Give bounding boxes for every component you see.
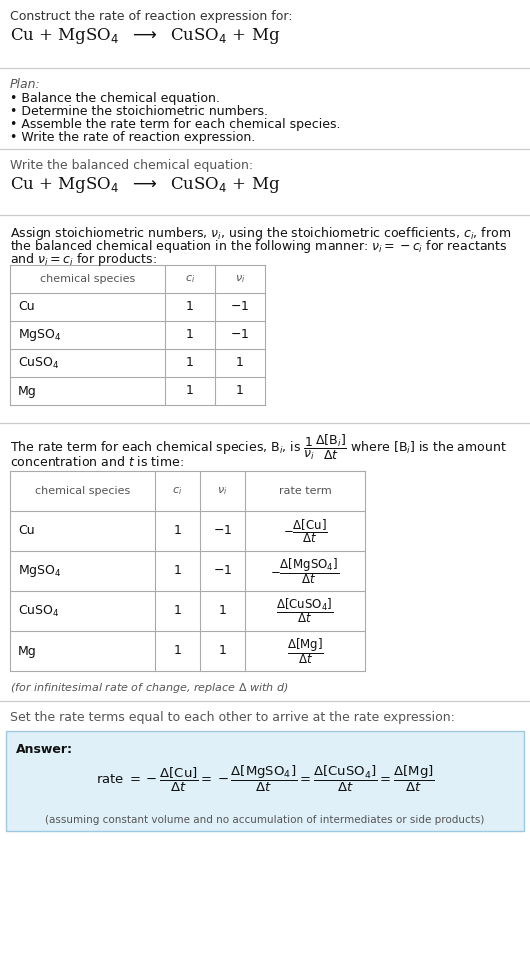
Text: Cu: Cu <box>18 524 34 538</box>
Text: • Determine the stoichiometric numbers.: • Determine the stoichiometric numbers. <box>10 105 268 118</box>
Text: 1: 1 <box>186 356 194 370</box>
Text: $-1$: $-1$ <box>213 524 232 538</box>
Text: Plan:: Plan: <box>10 78 41 91</box>
Text: $-1$: $-1$ <box>213 564 232 578</box>
Text: and $\nu_i = c_i$ for products:: and $\nu_i = c_i$ for products: <box>10 251 157 268</box>
Text: 1: 1 <box>173 604 181 618</box>
Text: Construct the rate of reaction expression for:: Construct the rate of reaction expressio… <box>10 10 293 23</box>
Text: 1: 1 <box>218 604 226 618</box>
Text: $-\dfrac{\Delta[\mathrm{MgSO_4}]}{\Delta t}$: $-\dfrac{\Delta[\mathrm{MgSO_4}]}{\Delta… <box>270 556 340 586</box>
Text: 1: 1 <box>218 644 226 658</box>
Text: 1: 1 <box>186 301 194 313</box>
Text: MgSO$_4$: MgSO$_4$ <box>18 563 61 579</box>
Text: $-1$: $-1$ <box>231 329 250 342</box>
Text: Mg: Mg <box>18 644 37 658</box>
Text: $\dfrac{\Delta[\mathrm{CuSO_4}]}{\Delta t}$: $\dfrac{\Delta[\mathrm{CuSO_4}]}{\Delta … <box>276 596 334 626</box>
Text: $c_i$: $c_i$ <box>185 273 195 285</box>
Text: • Write the rate of reaction expression.: • Write the rate of reaction expression. <box>10 131 255 144</box>
Text: Cu + MgSO$_4$  $\longrightarrow$  CuSO$_4$ + Mg: Cu + MgSO$_4$ $\longrightarrow$ CuSO$_4$… <box>10 26 280 46</box>
Text: Cu: Cu <box>18 301 34 313</box>
Text: $-1$: $-1$ <box>231 301 250 313</box>
Text: The rate term for each chemical species, B$_i$, is $\dfrac{1}{\nu_i}\dfrac{\Delt: The rate term for each chemical species,… <box>10 433 507 462</box>
Text: 1: 1 <box>236 356 244 370</box>
Text: Mg: Mg <box>18 385 37 397</box>
Text: chemical species: chemical species <box>35 486 130 496</box>
Text: rate $= -\dfrac{\Delta[\mathrm{Cu}]}{\Delta t} = -\dfrac{\Delta[\mathrm{MgSO_4}]: rate $= -\dfrac{\Delta[\mathrm{Cu}]}{\De… <box>95 764 435 794</box>
Text: 1: 1 <box>236 385 244 397</box>
Text: • Balance the chemical equation.: • Balance the chemical equation. <box>10 92 220 105</box>
Text: $\nu_i$: $\nu_i$ <box>235 273 245 285</box>
FancyBboxPatch shape <box>6 731 524 831</box>
Text: 1: 1 <box>173 564 181 578</box>
Text: Assign stoichiometric numbers, $\nu_i$, using the stoichiometric coefficients, $: Assign stoichiometric numbers, $\nu_i$, … <box>10 225 511 242</box>
Text: rate term: rate term <box>279 486 331 496</box>
Text: Write the balanced chemical equation:: Write the balanced chemical equation: <box>10 159 253 172</box>
Text: 1: 1 <box>173 644 181 658</box>
Text: the balanced chemical equation in the following manner: $\nu_i = -c_i$ for react: the balanced chemical equation in the fo… <box>10 238 508 255</box>
Text: $-\dfrac{\Delta[\mathrm{Cu}]}{\Delta t}$: $-\dfrac{\Delta[\mathrm{Cu}]}{\Delta t}$ <box>282 517 328 545</box>
Text: (assuming constant volume and no accumulation of intermediates or side products): (assuming constant volume and no accumul… <box>45 815 485 825</box>
Text: 1: 1 <box>186 385 194 397</box>
Text: chemical species: chemical species <box>40 274 135 284</box>
Text: • Assemble the rate term for each chemical species.: • Assemble the rate term for each chemic… <box>10 118 340 131</box>
Text: Answer:: Answer: <box>16 743 73 756</box>
Text: CuSO$_4$: CuSO$_4$ <box>18 355 59 371</box>
Text: $\dfrac{\Delta[\mathrm{Mg}]}{\Delta t}$: $\dfrac{\Delta[\mathrm{Mg}]}{\Delta t}$ <box>287 636 323 666</box>
Text: Set the rate terms equal to each other to arrive at the rate expression:: Set the rate terms equal to each other t… <box>10 711 455 724</box>
Text: $c_i$: $c_i$ <box>172 485 183 497</box>
Text: CuSO$_4$: CuSO$_4$ <box>18 603 59 619</box>
Text: (for infinitesimal rate of change, replace $\Delta$ with $d$): (for infinitesimal rate of change, repla… <box>10 681 289 695</box>
Text: 1: 1 <box>173 524 181 538</box>
Text: $\nu_i$: $\nu_i$ <box>217 485 228 497</box>
Text: MgSO$_4$: MgSO$_4$ <box>18 327 61 343</box>
Text: 1: 1 <box>186 329 194 342</box>
Text: concentration and $t$ is time:: concentration and $t$ is time: <box>10 455 184 469</box>
Text: Cu + MgSO$_4$  $\longrightarrow$  CuSO$_4$ + Mg: Cu + MgSO$_4$ $\longrightarrow$ CuSO$_4$… <box>10 175 280 195</box>
